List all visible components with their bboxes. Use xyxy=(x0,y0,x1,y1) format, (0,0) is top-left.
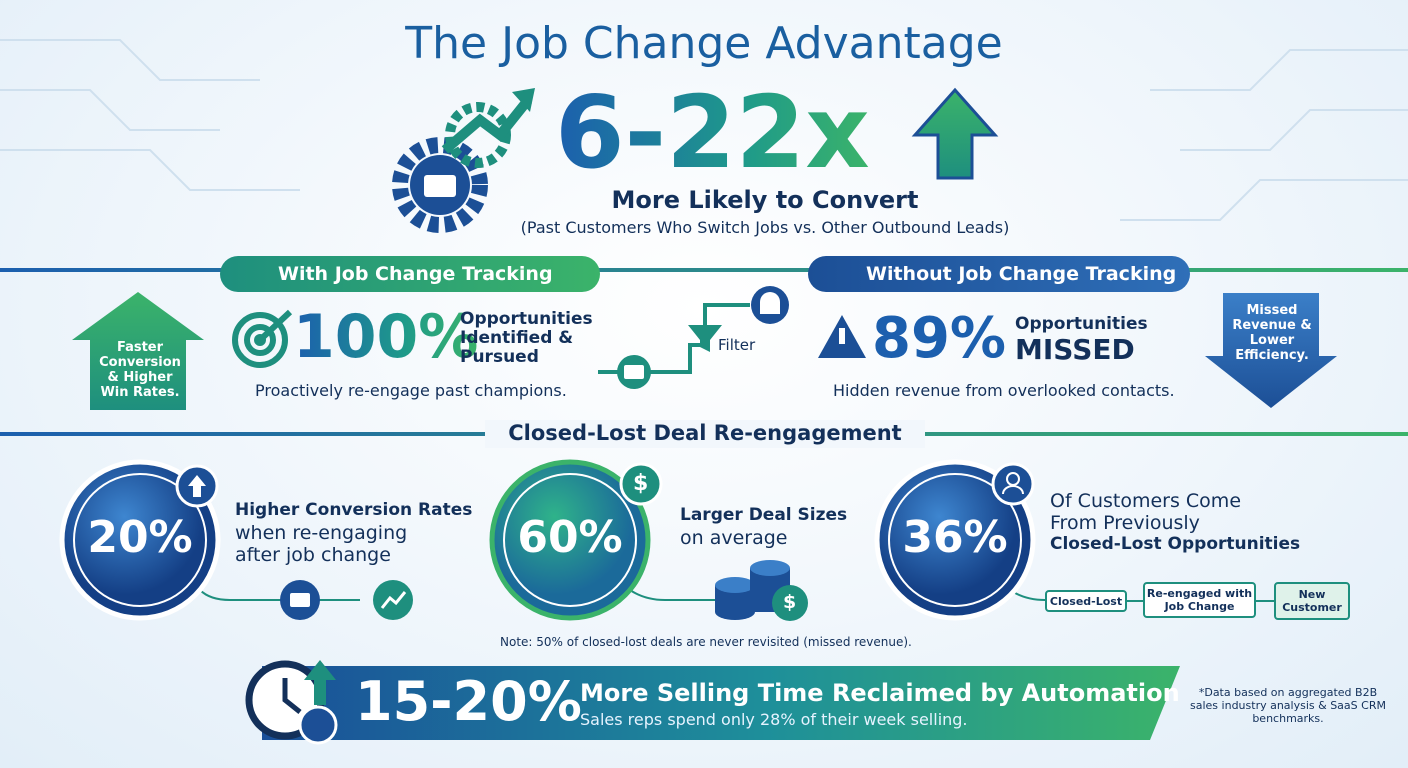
circuit-lines xyxy=(0,39,1408,221)
flow-step: Re-engaged with Job Change xyxy=(1143,582,1256,618)
without-arrow-label: Missed Revenue & Lower Efficiency. xyxy=(1232,303,1312,363)
without-stat-label: Opportunities xyxy=(1015,314,1148,334)
filter-label: Filter xyxy=(718,336,756,354)
with-arrow-label: Faster Conversion & Higher Win Rates. xyxy=(99,340,181,400)
section-heading: Closed-Lost Deal Re-engagement xyxy=(508,421,902,445)
target-icon xyxy=(232,309,293,368)
card-stat: 60% xyxy=(517,512,623,563)
card-text: Of Customers Come xyxy=(1050,490,1242,512)
card-text: Higher Conversion Rates xyxy=(235,500,473,520)
dollar-sign: $ xyxy=(783,591,797,613)
card-text: From Previously xyxy=(1050,512,1200,534)
flow-step: Closed-Lost xyxy=(1045,590,1127,612)
banner-subtitle: Sales reps spend only 28% of their week … xyxy=(580,710,968,729)
title: The Job Change Advantage xyxy=(405,18,1003,69)
warning-mark xyxy=(839,328,845,344)
banner-stat: 15-20% xyxy=(355,670,582,733)
blue-down-arrow xyxy=(1205,293,1337,408)
filter-flow xyxy=(598,286,789,389)
card-text: Larger Deal Sizes xyxy=(680,505,848,525)
without-stat-emphasis: MISSED xyxy=(1015,333,1135,366)
green-up-arrow xyxy=(72,292,204,410)
flow-step: New Customer xyxy=(1274,582,1350,620)
card-graphics xyxy=(59,459,1274,621)
with-stat: 100% xyxy=(293,302,479,372)
banner xyxy=(262,666,1180,740)
hero-subtitle: (Past Customers Who Switch Jobs vs. Othe… xyxy=(520,218,1010,237)
up-arrow-icon xyxy=(911,87,999,180)
dollar-sign: $ xyxy=(633,471,649,496)
card-stat: 20% xyxy=(87,512,193,563)
with-heading: With Job Change Tracking xyxy=(220,256,600,292)
gears-icon xyxy=(392,88,535,233)
with-note: Proactively re-engage past champions. xyxy=(255,381,567,400)
card-text: after job change xyxy=(235,544,391,566)
note: Note: 50% of closed-lost deals are never… xyxy=(500,635,912,649)
footnote: *Data based on aggregated B2B sales indu… xyxy=(1190,686,1386,725)
clock-icon xyxy=(245,660,338,745)
with-stat-label: Opportunities Identified & Pursued xyxy=(460,309,593,367)
without-stat: 89% xyxy=(872,306,1007,371)
banner-headline: More Selling Time Reclaimed by Automatio… xyxy=(580,679,1180,707)
without-note: Hidden revenue from overlooked contacts. xyxy=(833,381,1175,400)
card-text: Closed-Lost Opportunities xyxy=(1050,534,1301,554)
card-text: when re-engaging xyxy=(235,522,408,544)
hero-headline: More Likely to Convert xyxy=(611,186,919,214)
heading-bg xyxy=(485,420,925,448)
card-text: on average xyxy=(680,527,788,549)
without-heading: Without Job Change Tracking xyxy=(808,256,1190,292)
card-stat: 36% xyxy=(902,512,1008,563)
hero-stat: 6-22x xyxy=(555,74,870,191)
divider xyxy=(0,268,1408,272)
